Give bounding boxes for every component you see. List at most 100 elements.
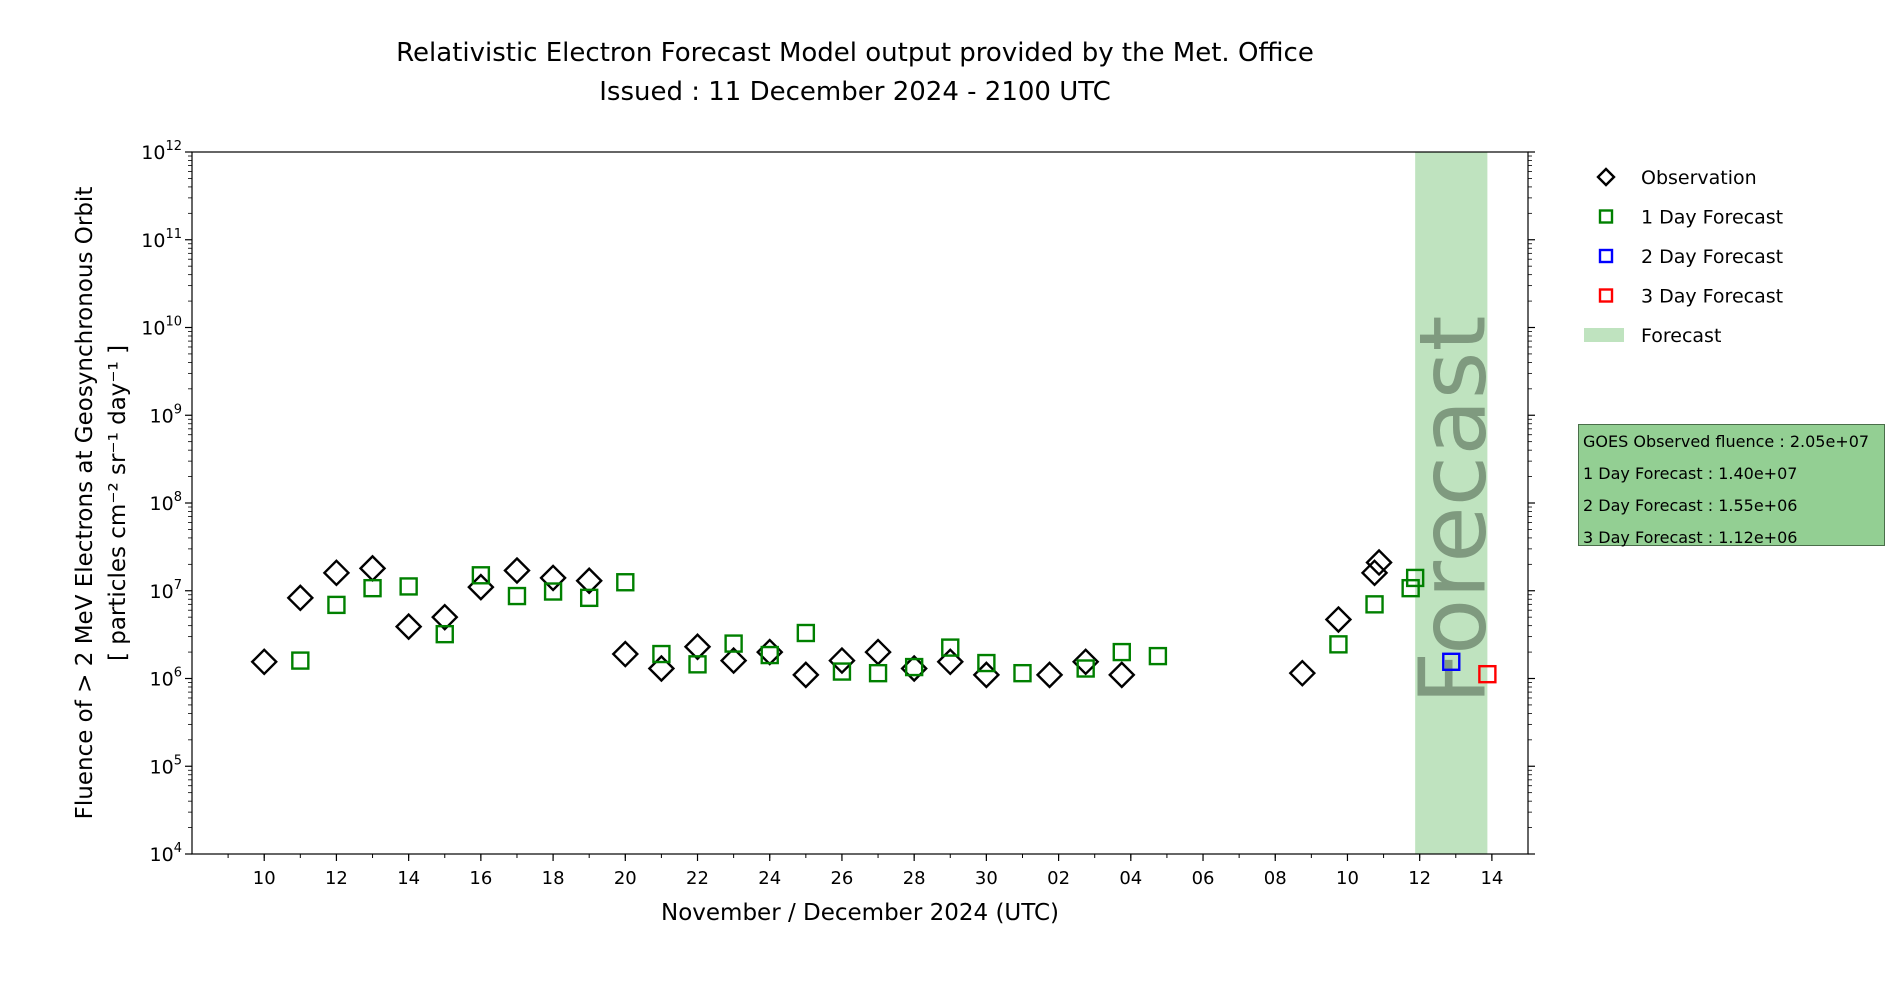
y-tick-label: 1011 xyxy=(141,227,182,252)
y-axis-label-line1: Fluence of > 2 MeV Electrons at Geosynch… xyxy=(72,187,98,820)
chart-title: Relativistic Electron Forecast Model out… xyxy=(396,38,1314,68)
y-tick-label: 1010 xyxy=(141,315,182,340)
legend-swatch-3-day-forecast xyxy=(1598,288,1614,303)
y-tick-label: 108 xyxy=(150,490,182,515)
1-day-forecast-point xyxy=(435,624,454,644)
x-tick-label: 20 xyxy=(614,868,637,889)
observation-point xyxy=(792,661,820,689)
x-tick-label: 06 xyxy=(1192,868,1215,889)
observation-point xyxy=(286,584,315,612)
1-day-forecast-point xyxy=(832,662,852,681)
1-day-forecast-point xyxy=(291,651,310,670)
1-day-forecast-point xyxy=(543,582,563,601)
legend-swatch-observation xyxy=(1596,167,1616,187)
1-day-forecast-point xyxy=(760,645,779,665)
observation-point xyxy=(683,633,712,661)
y-tick-label: 104 xyxy=(150,841,182,866)
1-day-forecast-point xyxy=(471,566,491,585)
observation-point xyxy=(1360,559,1389,587)
observation-point xyxy=(358,554,387,583)
1-day-forecast-point xyxy=(1329,635,1348,654)
1-day-forecast-point xyxy=(616,573,635,592)
1-day-forecast-point xyxy=(1148,646,1168,666)
observation-point xyxy=(503,556,531,585)
observation-point xyxy=(647,654,676,683)
observation-point xyxy=(250,648,278,676)
1-day-forecast-point xyxy=(724,634,743,653)
observation-point xyxy=(575,567,603,595)
x-tick-label: 28 xyxy=(903,868,926,889)
1-day-forecast-point xyxy=(363,578,382,598)
1-day-forecast-point xyxy=(1112,642,1131,662)
x-tick-label: 12 xyxy=(1408,868,1431,889)
observation-point xyxy=(539,564,567,592)
summary-1day: 1 Day Forecast : 1.40e+07 xyxy=(1583,464,1798,483)
observation-point xyxy=(1365,548,1393,577)
x-tick-label: 10 xyxy=(1336,868,1359,889)
y-axis-label-line2: [ particles cm⁻² sr⁻¹ day⁻¹ ] xyxy=(105,345,131,661)
1-day-forecast-point xyxy=(904,657,924,677)
observation-point xyxy=(322,559,351,587)
1-day-forecast-point xyxy=(977,653,996,673)
observation-point xyxy=(1288,659,1317,687)
observation-point xyxy=(394,612,423,641)
legend-label-1-day-forecast: 1 Day Forecast xyxy=(1641,207,1783,229)
x-axis-label: November / December 2024 (UTC) xyxy=(661,900,1059,926)
observation-point xyxy=(936,648,964,676)
legend-label-3-day-forecast: 3 Day Forecast xyxy=(1641,286,1783,308)
x-tick-label: 04 xyxy=(1119,868,1142,889)
observation-point xyxy=(431,603,459,631)
observation-point xyxy=(611,640,639,668)
x-tick-label: 18 xyxy=(542,868,565,889)
1-day-forecast-point xyxy=(1365,595,1384,614)
y-tick-label: 109 xyxy=(150,402,182,427)
1-day-forecast-point xyxy=(796,623,816,643)
x-tick-label: 16 xyxy=(469,868,492,889)
y-tick-label: 1012 xyxy=(141,139,182,164)
1-day-forecast-point xyxy=(941,638,960,657)
1-day-forecast-point xyxy=(1076,659,1095,678)
x-tick-label: 10 xyxy=(253,868,276,889)
1-day-forecast-point xyxy=(507,586,527,606)
y-tick-label: 105 xyxy=(150,753,182,778)
y-tick-label: 107 xyxy=(150,578,182,603)
summary-3day: 3 Day Forecast : 1.12e+06 xyxy=(1583,528,1798,547)
1-day-forecast-point xyxy=(1401,578,1420,598)
1-day-forecast-point xyxy=(1405,568,1425,588)
observation-point xyxy=(828,646,856,675)
x-tick-label: 14 xyxy=(1480,868,1503,889)
3-day-forecast-point xyxy=(1478,664,1497,684)
observation-point xyxy=(719,646,748,675)
forecast-band-label: Forecast xyxy=(1399,315,1506,704)
1-day-forecast-point xyxy=(327,595,346,615)
x-tick-label: 24 xyxy=(758,868,781,889)
legend-label-observation: Observation xyxy=(1641,167,1757,189)
x-tick-label: 12 xyxy=(325,868,348,889)
legend-swatch-forecast xyxy=(1584,328,1624,342)
observation-point xyxy=(1108,661,1136,689)
1-day-forecast-point xyxy=(579,588,599,608)
legend-label-2-day-forecast: 2 Day Forecast xyxy=(1641,246,1783,268)
y-tick-label: 106 xyxy=(150,666,182,691)
legend-swatch-1-day-forecast xyxy=(1598,209,1614,224)
forecast-band xyxy=(1415,152,1488,854)
2-day-forecast-point xyxy=(1442,652,1461,671)
summary-2day: 2 Day Forecast : 1.55e+06 xyxy=(1583,496,1798,515)
1-day-forecast-point xyxy=(652,644,671,664)
legend: Observation 1 Day Forecast 2 Day Forecast 3… xyxy=(1584,167,1783,347)
fluence-summary-box: GOES Observed fluence : 2.05e+07 1 Day F… xyxy=(1578,424,1885,547)
legend-swatch-2-day-forecast xyxy=(1598,248,1614,264)
plot-frame xyxy=(191,151,1529,855)
observation-point xyxy=(1324,605,1353,634)
x-tick-label: 08 xyxy=(1264,868,1287,889)
observation-point xyxy=(1035,661,1064,689)
observation-point xyxy=(1071,648,1100,676)
x-tick-label: 30 xyxy=(975,868,998,889)
x-tick-label: 14 xyxy=(397,868,420,889)
x-tick-label: 22 xyxy=(686,868,709,889)
chart-subtitle: Issued : 11 December 2024 - 2100 UTC xyxy=(599,77,1111,107)
1-day-forecast-point xyxy=(868,663,888,683)
1-day-forecast-point xyxy=(399,577,418,596)
observation-point xyxy=(864,638,892,666)
